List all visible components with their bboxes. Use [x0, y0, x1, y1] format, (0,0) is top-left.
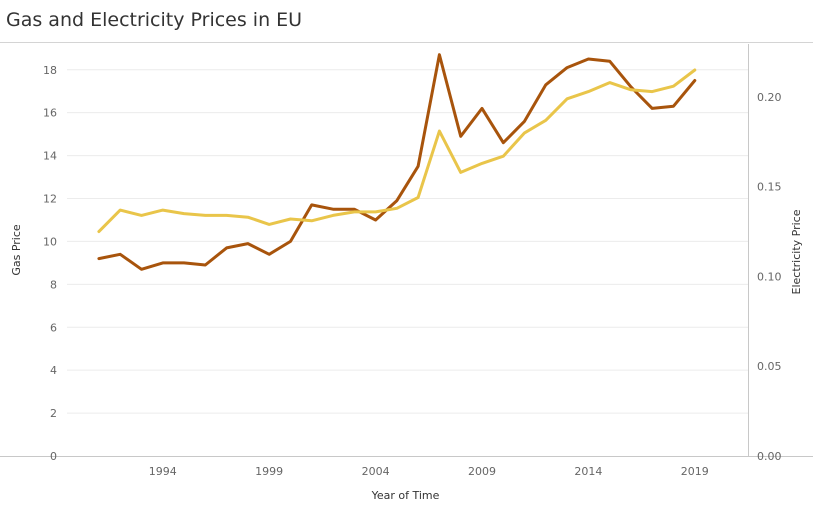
y2-tick-label: 0.10	[757, 270, 782, 283]
gas-price-line	[97, 53, 697, 271]
x-axis-title: Year of Time	[371, 489, 440, 502]
y-axis-title: Gas Price	[10, 224, 23, 276]
y-tick-label: 8	[50, 278, 57, 291]
x-tick-label: 2014	[574, 465, 602, 478]
title-divider	[0, 42, 813, 43]
y2-tick-label: 0.20	[757, 91, 782, 104]
x-tick-label: 2009	[468, 465, 496, 478]
x-tick-label: 1999	[255, 465, 283, 478]
y-tick-label: 6	[50, 321, 57, 334]
y-tick-label: 18	[43, 64, 57, 77]
x-tick-label: 1994	[149, 465, 177, 478]
y-tick-label: 12	[43, 193, 57, 206]
y-tick-label: 0	[50, 450, 57, 463]
y-tick-label: 2	[50, 407, 57, 420]
y2-tick-label: 0.15	[757, 181, 782, 194]
x-tick-label: 2004	[362, 465, 390, 478]
electricity-price-line	[97, 68, 697, 234]
y-tick-label: 4	[50, 364, 57, 377]
chart-title: Gas and Electricity Prices in EU	[6, 9, 303, 31]
y2-tick-label: 0.05	[757, 360, 782, 373]
y-tick-label: 10	[43, 235, 57, 248]
y-tick-label: 16	[43, 107, 57, 120]
x-tick-label: 2019	[681, 465, 709, 478]
y-tick-label: 14	[43, 150, 57, 163]
y2-axis-title: Electricity Price	[790, 209, 803, 294]
y2-tick-label: 0.00	[757, 450, 782, 463]
